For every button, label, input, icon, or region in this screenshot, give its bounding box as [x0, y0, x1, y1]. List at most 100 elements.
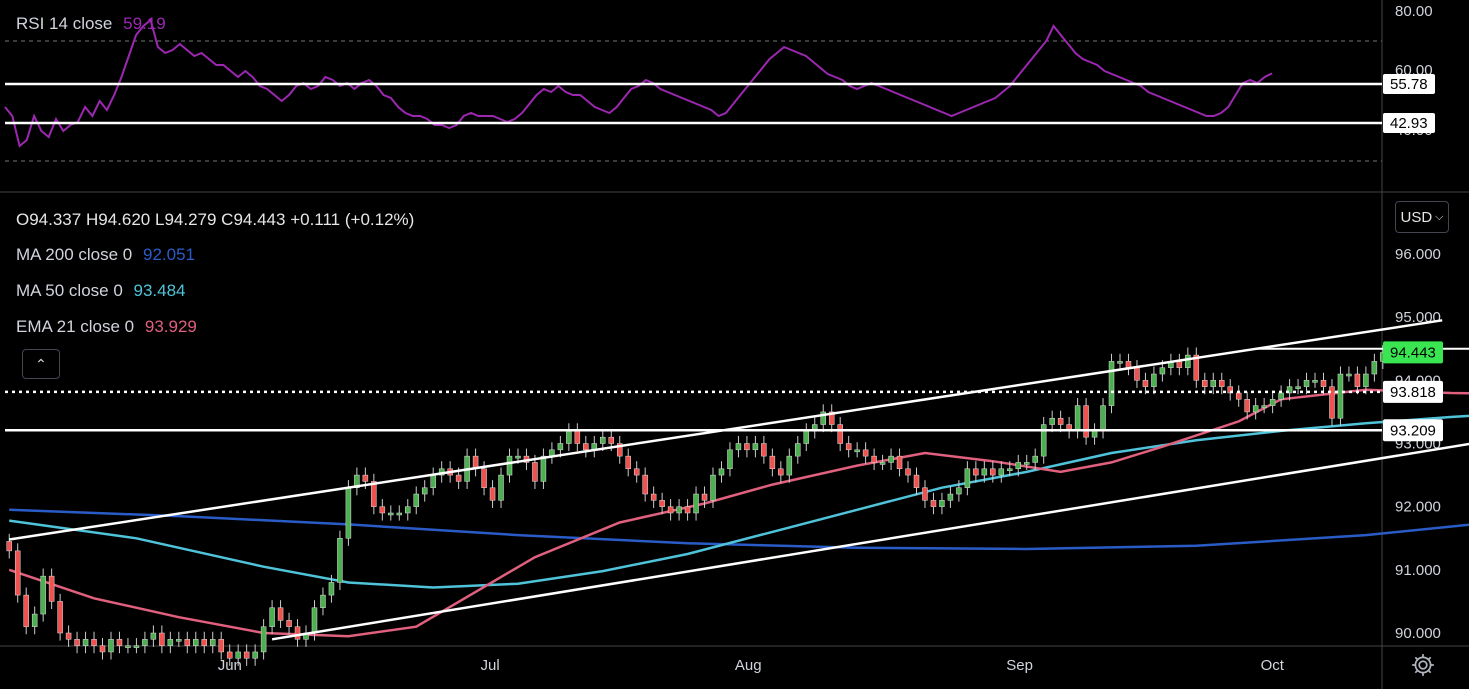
price-tick-label: 91.000 [1395, 562, 1441, 579]
ema21-value: 93.929 [144, 317, 197, 336]
rsi-label: RSI 14 close [16, 14, 113, 33]
candle-body [1117, 361, 1123, 364]
rsi-line [4, 18, 1273, 148]
candle-body [837, 424, 843, 444]
candle-body [625, 455, 631, 470]
ohlc-legend: O94.337 H94.620 L94.279 C94.443 +0.111 (… [16, 210, 414, 230]
candle-body [981, 468, 988, 476]
candle-body [1108, 361, 1115, 406]
candle-body [108, 639, 114, 653]
candle-body [803, 430, 810, 444]
candle-body [1244, 399, 1250, 413]
candle-body [913, 474, 920, 488]
candle-body [405, 506, 411, 514]
candle-body [252, 651, 258, 659]
candle-body [1286, 386, 1293, 394]
candle-body [430, 474, 436, 488]
candle-body [845, 443, 852, 451]
candle-body [65, 632, 72, 640]
settings-gear-icon[interactable] [1410, 652, 1436, 678]
support-line-label: 93.209 [1390, 422, 1436, 439]
candle-body [99, 645, 106, 653]
candle-body [871, 455, 877, 463]
candle-body [888, 455, 894, 463]
candle-body [684, 506, 691, 514]
candle-body [583, 443, 589, 451]
candle-body [1091, 430, 1098, 438]
dotted-level-label-bg [1383, 380, 1443, 403]
currency-button[interactable]: USD ⌵ [1395, 201, 1449, 233]
candle-body [1015, 462, 1021, 470]
ema21-legend: EMA 21 close 0 93.929 [16, 317, 197, 337]
candle-body [761, 443, 767, 457]
candle-body [896, 455, 903, 470]
chevron-down-icon: ⌵ [1435, 210, 1444, 223]
candle-body [277, 607, 284, 621]
candle-body [879, 462, 886, 465]
ma200-value: 92.051 [142, 245, 195, 264]
candle-body [311, 607, 318, 634]
candle-body [1261, 405, 1267, 408]
candle-body [481, 468, 487, 488]
candle-body [642, 474, 648, 495]
ma200-legend: MA 200 close 0 92.051 [16, 245, 195, 265]
candle-body [142, 639, 148, 646]
candle-body [1083, 405, 1089, 438]
candle-body [1354, 373, 1361, 387]
price-tick-label: 96.000 [1395, 246, 1441, 263]
candle-body [574, 430, 581, 444]
ma50-legend: MA 50 close 0 93.484 [16, 281, 186, 301]
last-price-label-bg [1383, 341, 1443, 364]
candle-body [40, 575, 46, 615]
currency-label: USD [1400, 208, 1433, 226]
candle-body [498, 474, 504, 501]
candle-body [1057, 417, 1064, 425]
candle-body [1320, 380, 1327, 387]
candle-body [1074, 405, 1081, 432]
ema21-line [8, 388, 1469, 638]
ma50-label: MA 50 close 0 [16, 281, 123, 300]
candle-body [23, 594, 29, 627]
candle-body [990, 468, 996, 476]
candle-body [600, 436, 606, 444]
candle-body [616, 443, 623, 457]
candle-body [133, 645, 140, 648]
candle-body [744, 443, 750, 451]
chevron-up-icon: ⌃ [35, 356, 47, 372]
candle-body [91, 639, 97, 646]
candle-body [973, 468, 979, 476]
candle-body [998, 468, 1005, 476]
candle-body [362, 474, 369, 482]
candle-body [1337, 373, 1344, 419]
candle-body [421, 487, 428, 495]
candle-body [455, 474, 462, 482]
ma50-value: 93.484 [133, 281, 186, 300]
candle-body [396, 512, 403, 516]
candle-body [778, 468, 784, 476]
candle-body [795, 443, 801, 457]
candle-body [345, 487, 352, 539]
candle-body [515, 455, 521, 459]
candle-body [269, 607, 275, 627]
candle-body [608, 436, 615, 444]
candle-body [489, 487, 496, 501]
candle-body [82, 639, 89, 646]
candle-body [1295, 386, 1301, 389]
time-tick-label: Oct [1261, 657, 1285, 674]
candle-body [735, 443, 742, 451]
candle-body [540, 455, 547, 482]
candle-body [150, 632, 157, 640]
candle-body [786, 455, 793, 476]
candle-body [905, 468, 911, 476]
rsi-value: 59.19 [123, 14, 166, 33]
change-value: +0.111 (+0.12%) [290, 210, 415, 229]
candle-body [235, 651, 241, 659]
support-line-label-bg [1383, 419, 1443, 442]
candle-body [1049, 417, 1055, 425]
candle-body [371, 481, 377, 507]
candle-body [243, 651, 250, 659]
candle-body [650, 493, 657, 501]
candle-body [1023, 462, 1030, 465]
candle-body [659, 500, 665, 507]
collapse-legend-button[interactable]: ⌃ [22, 349, 60, 379]
